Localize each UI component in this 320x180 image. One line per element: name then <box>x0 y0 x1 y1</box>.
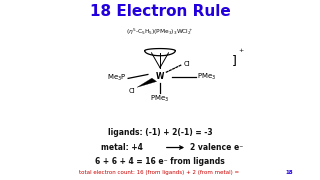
Text: Cl: Cl <box>129 88 135 94</box>
Text: Cl: Cl <box>184 61 191 68</box>
Polygon shape <box>137 78 156 87</box>
Text: +: + <box>239 48 244 53</box>
Text: ($\eta^5$-C$_5$H$_5$)(PMe$_3$)$_3$WCl$_2^+$: ($\eta^5$-C$_5$H$_5$)(PMe$_3$)$_3$WCl$_2… <box>126 27 194 37</box>
Text: 18: 18 <box>286 170 293 175</box>
Text: ligands: (-1) + 2(-1) = -3: ligands: (-1) + 2(-1) = -3 <box>108 128 212 137</box>
Text: 2 valence e⁻: 2 valence e⁻ <box>190 143 244 152</box>
Text: W: W <box>156 72 164 81</box>
Text: 18 Electron Rule: 18 Electron Rule <box>90 4 230 19</box>
Text: PMe$_3$: PMe$_3$ <box>197 71 216 82</box>
Text: 6 + 6 + 4 = 16 e⁻ from ligands: 6 + 6 + 4 = 16 e⁻ from ligands <box>95 157 225 166</box>
Text: Me$_3$P: Me$_3$P <box>107 73 126 84</box>
Text: ]: ] <box>232 54 236 67</box>
Text: PMe$_3$: PMe$_3$ <box>150 94 170 104</box>
Text: total electron count: 16 (from ligands) + 2 (from metal) =: total electron count: 16 (from ligands) … <box>79 170 241 175</box>
Text: metal: +4: metal: +4 <box>101 143 143 152</box>
